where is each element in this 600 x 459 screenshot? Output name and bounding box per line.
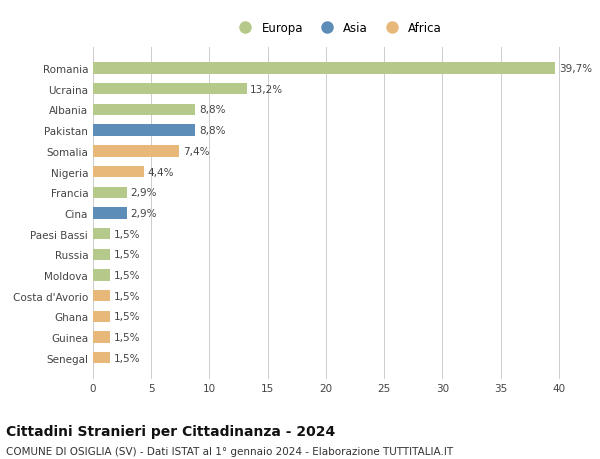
Bar [93,187,127,198]
Text: 2,9%: 2,9% [130,208,157,218]
Text: 8,8%: 8,8% [199,126,226,136]
Text: 1,5%: 1,5% [114,291,140,301]
Legend: Europa, Asia, Africa: Europa, Asia, Africa [229,18,446,40]
Text: 13,2%: 13,2% [250,84,283,95]
Text: 1,5%: 1,5% [114,229,140,239]
Bar [93,146,179,157]
Bar [93,249,110,260]
Text: 39,7%: 39,7% [559,64,592,74]
Text: 1,5%: 1,5% [114,270,140,280]
Bar [93,311,110,322]
Bar [93,63,555,74]
Bar [93,208,127,219]
Text: 4,4%: 4,4% [148,167,174,177]
Bar [93,270,110,281]
Text: COMUNE DI OSIGLIA (SV) - Dati ISTAT al 1° gennaio 2024 - Elaborazione TUTTITALIA: COMUNE DI OSIGLIA (SV) - Dati ISTAT al 1… [6,446,453,456]
Text: Cittadini Stranieri per Cittadinanza - 2024: Cittadini Stranieri per Cittadinanza - 2… [6,425,335,438]
Text: 1,5%: 1,5% [114,332,140,342]
Text: 2,9%: 2,9% [130,188,157,198]
Bar [93,167,144,178]
Bar [93,105,196,116]
Bar [93,229,110,240]
Bar [93,332,110,343]
Text: 1,5%: 1,5% [114,250,140,260]
Bar [93,353,110,364]
Bar [93,291,110,302]
Bar [93,84,247,95]
Text: 8,8%: 8,8% [199,105,226,115]
Text: 1,5%: 1,5% [114,353,140,363]
Bar [93,125,196,136]
Text: 7,4%: 7,4% [182,146,209,157]
Text: 1,5%: 1,5% [114,312,140,322]
